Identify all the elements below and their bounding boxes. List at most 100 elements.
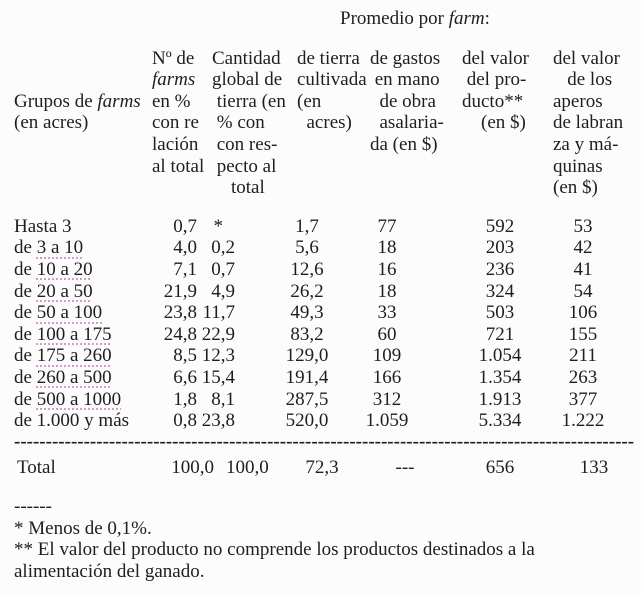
table-title-colon: :: [484, 8, 490, 29]
cell-value: 83,2: [290, 323, 324, 345]
cell-value: 21,9: [163, 280, 197, 302]
cell-value: 5,6: [295, 237, 319, 259]
row-label: de 260 a 500: [14, 367, 152, 389]
cell-value: 49,3: [290, 302, 324, 324]
cell-value: 18: [377, 237, 397, 259]
column-header-gastos-mano-obra: de gastos en mano de obra asalaria- da (…: [370, 47, 444, 155]
cell-value: 12,6: [290, 258, 324, 280]
row-label-text: de: [14, 366, 37, 388]
cell-value: 592: [485, 215, 515, 237]
footnotes: ------ * Menos de 0,1%. ** El valor del …: [14, 496, 614, 582]
total-row: Total 100,0 100,0 72,3 --- 656 133: [14, 457, 641, 479]
table-row: de 1.000 y más 0,8 23,8 520,0 1.059 5.334 1.22…: [14, 410, 641, 432]
cell-value: 1.054: [478, 345, 522, 367]
cell-value: 211: [569, 345, 597, 367]
cell-value: 33: [377, 302, 397, 324]
cell-value: 166: [372, 366, 402, 388]
total-cell-value: 72,3: [305, 456, 339, 478]
row-label-text: de 1.000 y más: [14, 410, 130, 432]
table-row: Hasta 3 0,7 * 1,7 77 592 53: [14, 216, 641, 238]
cell-value: 8,1: [211, 388, 235, 410]
cell-value: 520,0: [285, 410, 329, 432]
cell-value: 155: [568, 323, 598, 345]
column-header-cantidad-global-tierra: Cantidad global de tierra (en % con con …: [212, 47, 286, 199]
cell-value: 5.334: [478, 410, 522, 432]
cell-value: 1.354: [478, 366, 522, 388]
cell-value: 0,8: [173, 410, 197, 432]
row-label-text: de: [14, 388, 37, 410]
cell-value: 15,4: [201, 366, 235, 388]
row-label-spellcheck-marked: 10 a 20: [36, 258, 93, 280]
row-label-text: de: [14, 345, 37, 367]
cell-value: 0,2: [211, 237, 235, 259]
cell-value: 377: [568, 388, 598, 410]
cell-value: 236: [485, 258, 515, 280]
row-label: Hasta 3: [14, 216, 152, 238]
row-label: de 100 a 175: [14, 324, 152, 346]
cell-value: 11,7: [202, 302, 235, 324]
italic-farm-word: farms: [152, 69, 196, 91]
cell-value: 23,8: [163, 302, 197, 324]
cell-value: 191,4: [285, 366, 329, 388]
footnote-double-asterisk: ** El valor del producto no comprende lo…: [14, 539, 535, 583]
table-row: de 50 a 100 23,8 11,7 49,3 33 503 106: [14, 302, 641, 324]
cell-value: 0,7: [173, 215, 197, 237]
row-label: de 500 a 1000: [14, 389, 152, 411]
table-title-text: Promedio por: [340, 8, 449, 29]
row-label-text: de: [14, 302, 37, 324]
table-title: Promedio por farm:: [340, 8, 641, 30]
table-header-row: Grupos de farms (en acres) Nº de farms en…: [14, 48, 641, 199]
cell-value: 287,5: [285, 388, 329, 410]
cell-value: 12,3: [201, 345, 235, 367]
cell-value: 721: [485, 323, 515, 345]
cell-value: 26,2: [290, 280, 324, 302]
cell-value: 8,5: [173, 345, 197, 367]
cell-value: 4,9: [211, 280, 235, 302]
cell-value: 503: [485, 302, 515, 324]
footnote-single-asterisk: * Menos de 0,1%.: [14, 517, 152, 539]
column-header-valor-producto: del valor del pro- ducto** (en $): [462, 47, 530, 134]
cell-value: 53: [573, 215, 593, 237]
cell-value: 42: [573, 237, 593, 259]
table-separator-line: ----------------------------------------…: [14, 434, 634, 449]
italic-farm-word: farms: [97, 90, 141, 112]
table-row: de 10 a 20 7,1 0,7 12,6 16 236 41: [14, 259, 641, 281]
cell-value: 6,6: [173, 366, 197, 388]
cell-value: 77: [377, 215, 397, 237]
cell-value: 1.913: [478, 388, 522, 410]
row-label-spellcheck-marked: 500 a 1000: [36, 388, 122, 410]
cell-value: 60: [377, 323, 397, 345]
row-label: de 10 a 20: [14, 259, 152, 281]
cell-value: 24,8: [163, 323, 197, 345]
table-body: Hasta 3 0,7 * 1,7 77 592 53 de 3 a 10 4,0 0,2 5,6 1…: [14, 216, 641, 432]
cell-value: 1.059: [365, 410, 409, 432]
cell-value: 23,8: [201, 410, 235, 432]
cell-value: 263: [568, 366, 598, 388]
cell-value: 203: [485, 237, 515, 259]
table-row: de 100 a 175 24,8 22,9 83,2 60 721 155: [14, 324, 641, 346]
cell-value: 324: [485, 280, 515, 302]
table-row: de 175 a 260 8,5 12,3 129,0 109 1.054 211: [14, 345, 641, 367]
row-label-spellcheck-marked: 3 a 10: [36, 237, 84, 259]
cell-value: 106: [568, 302, 598, 324]
row-label-text: Hasta 3: [14, 215, 72, 237]
column-header-valor-aperos: del valor de los aperos de labran za y m…: [553, 47, 624, 199]
cell-value: 16: [377, 258, 397, 280]
row-label-text: de: [14, 280, 37, 302]
cell-value: 4,0: [173, 237, 197, 259]
cell-value: 312: [372, 388, 402, 410]
row-label: de 20 a 50: [14, 281, 152, 303]
cell-value: 0,7: [211, 258, 235, 280]
cell-value: 129,0: [285, 345, 329, 367]
row-label: de 3 a 10: [14, 237, 152, 259]
total-label: Total: [17, 456, 56, 478]
table-row: de 260 a 500 6,6 15,4 191,4 166 1.354 263: [14, 367, 641, 389]
row-label: de 50 a 100: [14, 302, 152, 324]
cell-value: 7,1: [173, 258, 197, 280]
row-label: de 1.000 y más: [14, 410, 152, 432]
row-label-spellcheck-marked: 175 a 260: [36, 345, 112, 367]
cell-value: 54: [573, 280, 593, 302]
cell-value: 109: [372, 345, 402, 367]
row-label-spellcheck-marked: 100 a 175: [36, 323, 112, 345]
